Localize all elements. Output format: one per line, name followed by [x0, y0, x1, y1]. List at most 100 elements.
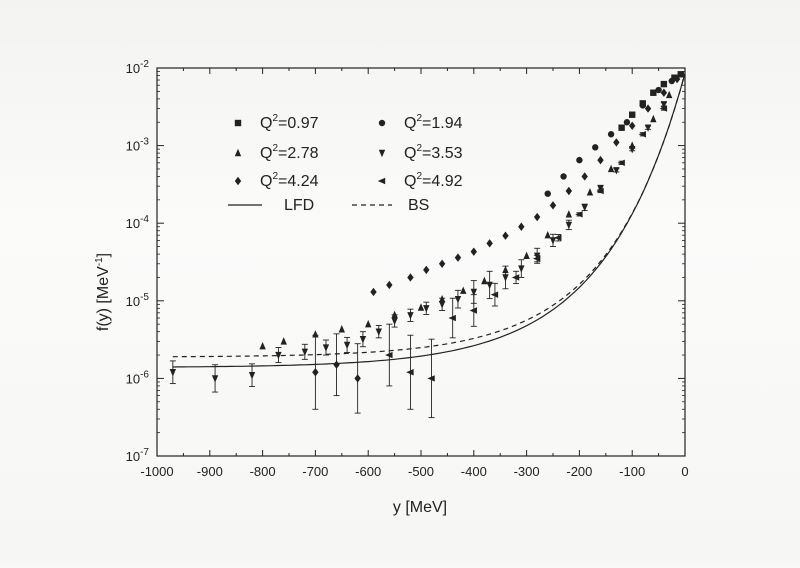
data-point [607, 164, 615, 173]
data-point [322, 344, 330, 352]
data-point [438, 259, 446, 268]
y-tick-label: 10-3 [126, 137, 150, 154]
data-point [486, 239, 493, 248]
legend-label: Q2=1.94 [404, 113, 463, 132]
data-point [554, 234, 562, 241]
data-point [423, 305, 430, 313]
data-point [438, 301, 446, 309]
data-point [613, 167, 620, 175]
data-point [518, 222, 525, 231]
legend-label-bs: BS [408, 197, 429, 214]
data-point [596, 187, 604, 195]
data-points [169, 71, 684, 419]
series-q2-2.78 [259, 90, 673, 350]
x-tick-label: -200 [566, 464, 592, 479]
data-point [365, 319, 372, 328]
legend: Q2=0.97 Q2=1.94 Q2=2.78 Q2=3.53 Q2=4.24 Q2=4.… [228, 113, 463, 214]
data-point [502, 274, 509, 282]
model-curves [172, 73, 686, 368]
data-point [511, 274, 520, 281]
data-point [629, 145, 636, 154]
legend-marker [378, 149, 386, 158]
data-point [407, 273, 414, 282]
legend-label: Q2=4.24 [260, 171, 319, 190]
data-point [391, 310, 398, 319]
data-point [617, 159, 625, 167]
data-point [301, 348, 309, 357]
series-q2-1.94 [544, 77, 675, 197]
data-point [481, 276, 488, 285]
x-tick-label: -400 [461, 464, 487, 479]
y-tick-label: 10-4 [126, 214, 150, 231]
x-tick-label: -800 [250, 464, 276, 479]
x-tick-label: -600 [355, 464, 381, 479]
series-q2-3.53 [169, 101, 668, 393]
data-point [575, 211, 583, 218]
data-point [607, 131, 615, 138]
data-point [448, 314, 456, 322]
data-point [406, 369, 414, 376]
y-tick-label: 10-5 [126, 292, 150, 309]
data-point [549, 201, 557, 210]
data-point [576, 156, 583, 164]
data-point [470, 247, 477, 256]
data-point [581, 172, 588, 181]
data-point [644, 124, 652, 132]
data-point [671, 74, 678, 81]
legend-marker [234, 119, 242, 127]
data-point [470, 288, 477, 297]
data-point [391, 317, 398, 326]
data-point [592, 144, 599, 151]
data-point [354, 374, 361, 383]
data-point [650, 89, 657, 96]
data-point [660, 88, 668, 97]
data-point [565, 186, 573, 196]
data-point [629, 111, 636, 118]
data-point [423, 265, 430, 275]
x-tick-label: -500 [408, 464, 434, 479]
series-q2-4.24 [312, 74, 681, 414]
data-point [644, 104, 652, 113]
y-tick-label: 10-2 [126, 59, 150, 76]
data-point [533, 212, 541, 222]
data-point [581, 204, 588, 212]
data-point [469, 307, 477, 314]
data-point [385, 351, 393, 359]
data-point [560, 173, 567, 180]
series-q2-4.92 [385, 105, 668, 419]
data-point [454, 295, 462, 304]
y-tick-label: 10-6 [126, 369, 150, 386]
data-point [523, 251, 530, 260]
x-tick-label: -900 [197, 464, 223, 479]
curve-lfd [172, 73, 686, 368]
legend-marker [234, 176, 242, 186]
curve-bs [172, 73, 686, 358]
data-point [544, 231, 551, 239]
data-point [677, 71, 684, 78]
data-point [386, 280, 393, 290]
legend-marker [378, 119, 386, 127]
data-point [454, 253, 462, 262]
data-point [427, 375, 435, 382]
data-point [660, 101, 668, 109]
data-point [665, 90, 673, 99]
data-point [502, 231, 509, 240]
data-point [668, 77, 675, 85]
legend-marker [377, 177, 386, 185]
data-point [638, 131, 646, 138]
y-axis-label-sup: -1 [94, 257, 105, 266]
legend-label-lfd: LFD [284, 197, 314, 214]
y-axis-label-main: f(y) [MeV [95, 266, 112, 331]
data-point [333, 360, 340, 369]
data-point [211, 375, 219, 383]
legend-label: Q2=2.78 [260, 143, 319, 162]
data-point [417, 303, 425, 311]
data-point [275, 351, 282, 360]
data-point [169, 369, 177, 377]
x-axis: -1000 -900 -800 -700 -600 -500 -400 -300 -200 -10… [140, 68, 689, 479]
legend-label: Q2=4.92 [404, 171, 463, 190]
x-tick-label: 0 [681, 464, 688, 479]
y-axis-label: f(y) [MeV-1] [94, 253, 112, 331]
x-tick-label: -1000 [140, 464, 173, 479]
